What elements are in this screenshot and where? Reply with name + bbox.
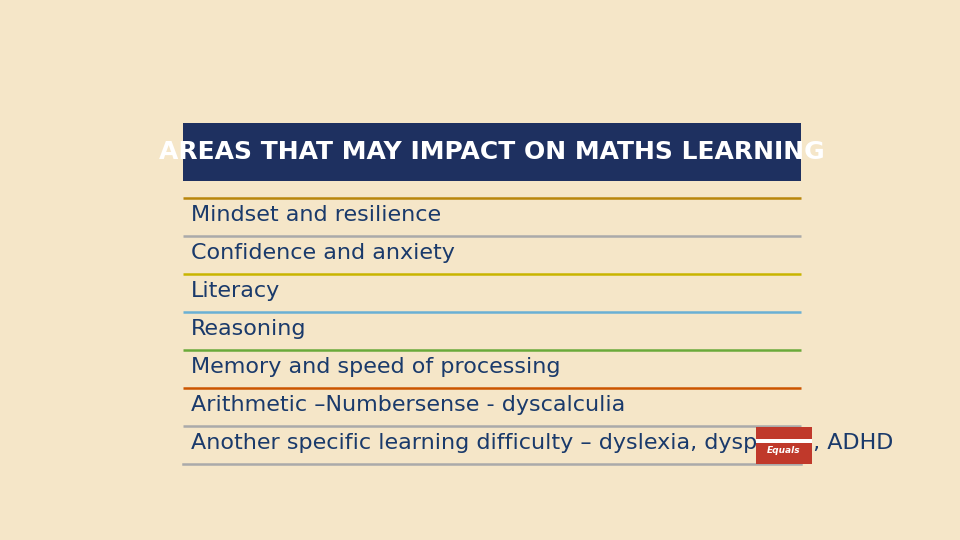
Text: Memory and speed of processing: Memory and speed of processing <box>191 357 561 377</box>
Text: Equals: Equals <box>767 447 801 455</box>
FancyBboxPatch shape <box>756 427 812 464</box>
FancyBboxPatch shape <box>183 123 801 181</box>
Text: Another specific learning difficulty – dyslexia, dyspraxia, ADHD: Another specific learning difficulty – d… <box>191 433 893 453</box>
Text: AREAS THAT MAY IMPACT ON MATHS LEARNING: AREAS THAT MAY IMPACT ON MATHS LEARNING <box>159 140 825 164</box>
FancyBboxPatch shape <box>756 439 812 443</box>
Text: Reasoning: Reasoning <box>191 319 306 339</box>
Text: Confidence and anxiety: Confidence and anxiety <box>191 243 454 263</box>
Text: Arithmetic –Numbersense - dyscalculia: Arithmetic –Numbersense - dyscalculia <box>191 395 625 415</box>
Text: Mindset and resilience: Mindset and resilience <box>191 205 441 225</box>
Text: Literacy: Literacy <box>191 281 280 301</box>
